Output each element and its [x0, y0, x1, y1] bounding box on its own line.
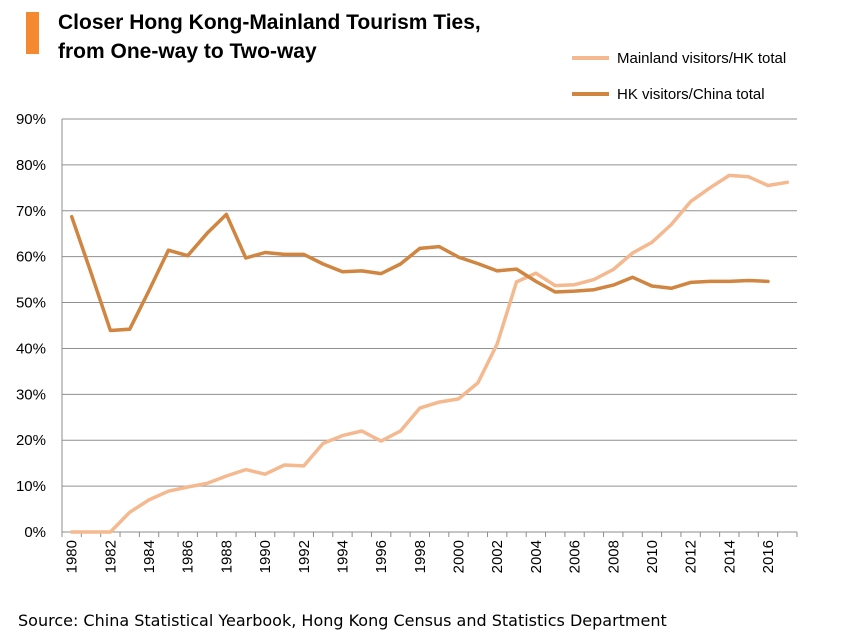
x-tick-label: 2004 — [528, 540, 545, 573]
x-tick-label: 1988 — [218, 540, 235, 573]
legend-item-mainland: Mainland visitors/HK total — [572, 40, 786, 76]
legend-item-hk: HK visitors/China total — [572, 76, 786, 112]
y-axis-ticks: 0% 10% 20% 30% 40% 50% 60% 70% 80% 90% — [16, 111, 46, 541]
legend-swatch-hk — [572, 92, 609, 96]
series-lines — [69, 173, 790, 534]
x-tick-label: 1996 — [373, 540, 390, 573]
x-tick-label: 1980 — [64, 540, 81, 573]
x-tick-label: 2000 — [451, 540, 468, 573]
x-tick-label: 2006 — [567, 540, 584, 573]
y-tick-label: 50% — [16, 295, 46, 312]
y-tick-label: 90% — [16, 111, 46, 128]
series-line-mainland — [69, 173, 790, 534]
x-tick-label: 1986 — [180, 540, 197, 573]
x-tick-label: 2012 — [683, 540, 700, 573]
y-tick-label: 30% — [16, 386, 46, 403]
chart-title: Closer Hong Kong-Mainland Tourism Ties, … — [58, 8, 481, 66]
y-tick-label: 10% — [16, 478, 46, 495]
x-tick-label: 2016 — [760, 540, 777, 573]
title-accent-bar — [26, 12, 39, 54]
x-tick-label: 2014 — [721, 540, 738, 573]
legend-label-mainland: Mainland visitors/HK total — [617, 49, 787, 67]
y-tick-label: 70% — [16, 203, 46, 220]
x-tick-label: 2010 — [644, 540, 661, 573]
x-axis-ticks: 1980 1982 1984 1986 1988 1990 1992 1994 1996 1998… — [64, 540, 777, 573]
y-tick-label: 80% — [16, 157, 46, 174]
y-tick-label: 60% — [16, 249, 46, 266]
grid-lines — [61, 118, 798, 537]
chart-title-line-1: Closer Hong Kong-Mainland Tourism Ties, — [58, 11, 481, 34]
source-note: Source: China Statistical Yearbook, Hong… — [18, 611, 667, 630]
x-tick-label: 1992 — [296, 540, 313, 573]
y-tick-label: 40% — [16, 340, 46, 357]
x-tick-label: 2008 — [605, 540, 622, 573]
y-tick-label: 0% — [24, 524, 46, 541]
x-tick-label: 1984 — [141, 540, 158, 573]
series-line-hk — [69, 212, 770, 333]
x-tick-label: 2002 — [489, 540, 506, 573]
x-tick-label: 1982 — [102, 540, 119, 573]
x-tick-label: 1994 — [334, 540, 351, 573]
legend-swatch-mainland — [572, 56, 609, 60]
y-tick-label: 20% — [16, 432, 46, 449]
legend-label-hk: HK visitors/China total — [617, 85, 765, 103]
x-tick-label: 1990 — [257, 540, 274, 573]
chart-title-line-2: from One-way to Two-way — [58, 40, 317, 63]
chart-legend: Mainland visitors/HK total HK visitors/C… — [572, 40, 786, 112]
x-tick-label: 1998 — [412, 540, 429, 573]
